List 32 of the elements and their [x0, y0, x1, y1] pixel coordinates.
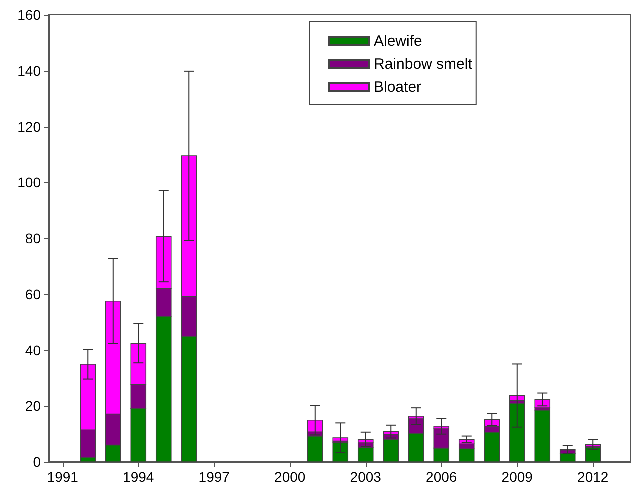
bar [383, 439, 400, 462]
legend-label: Rainbow smelt [374, 56, 474, 73]
x-tick-label: 2012 [578, 469, 609, 485]
y-tick-label: 120 [18, 118, 42, 135]
bar [332, 442, 349, 462]
legend-label: Alewife [374, 33, 422, 50]
bar [358, 448, 374, 462]
x-tick-label: 2009 [502, 469, 534, 485]
bar [560, 453, 576, 462]
y-tick-label: 160 [18, 7, 42, 23]
x-tick-label: 2003 [350, 469, 382, 485]
y-tick-label: 0 [33, 454, 42, 470]
bar [509, 403, 526, 462]
bar [332, 438, 349, 442]
x-tick-label: 1997 [198, 469, 230, 485]
x-tick-label: 2006 [426, 469, 458, 485]
bar [458, 448, 475, 462]
bar [509, 395, 526, 401]
x-tick-label: 2000 [274, 469, 306, 485]
bar [307, 436, 324, 462]
x-tick-label: 1991 [47, 469, 79, 485]
y-tick-label: 40 [25, 342, 42, 358]
y-tick-label: 20 [25, 398, 42, 414]
y-tick-label: 60 [25, 286, 42, 302]
bar [534, 410, 551, 462]
y-tick-label: 140 [18, 62, 42, 79]
legend-label: Bloater [374, 79, 422, 96]
bar [307, 420, 324, 433]
y-tick-label: 80 [25, 230, 42, 246]
x-tick-label: 1994 [123, 469, 154, 485]
bar [585, 448, 602, 462]
y-tick-label: 100 [18, 174, 42, 191]
